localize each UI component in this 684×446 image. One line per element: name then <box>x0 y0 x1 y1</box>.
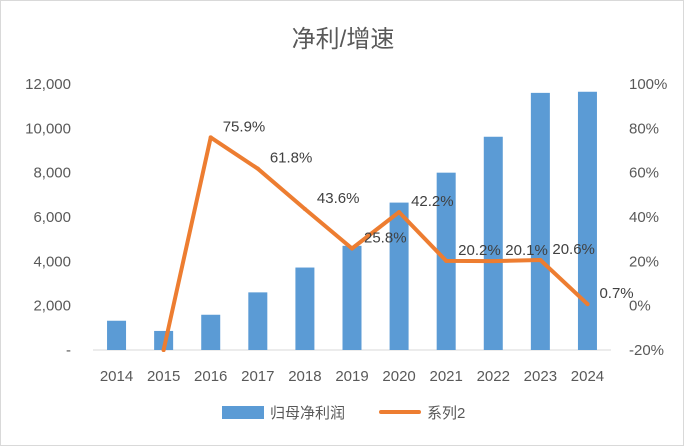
bar <box>107 320 127 350</box>
x-tick-label: 2018 <box>288 368 321 385</box>
line-point <box>585 302 590 307</box>
y-right-tick-label: 80% <box>629 120 659 137</box>
bar <box>483 136 503 350</box>
y-right-tick-label: -20% <box>629 342 664 359</box>
line-data-label: 61.8% <box>270 150 313 167</box>
line-point <box>538 258 543 263</box>
y-left-tick-label: 4,000 <box>33 253 71 270</box>
line-point <box>208 135 213 140</box>
x-tick-label: 2014 <box>100 368 133 385</box>
y-left-tick-label: 12,000 <box>25 76 71 93</box>
y-right-tick-label: 20% <box>629 253 659 270</box>
x-tick-label: 2023 <box>524 368 557 385</box>
x-tick-label: 2020 <box>382 368 415 385</box>
legend-swatch-bar <box>222 406 264 419</box>
legend: 归母净利润 系列2 <box>222 405 465 422</box>
y-right-tick-label: 60% <box>629 165 659 182</box>
y-left-tick-label: 2,000 <box>33 298 71 315</box>
line-series-path <box>161 135 590 352</box>
y-left-axis: - 2,000 4,000 6,000 8,000 10,000 12,000 <box>25 76 71 359</box>
line-data-label: 0.7% <box>599 285 633 302</box>
y-right-axis: -20% 0% 20% 40% 60% 80% 100% <box>629 76 667 359</box>
line-data-label: 75.9% <box>223 118 266 135</box>
y-left-tick-label: 10,000 <box>25 120 71 137</box>
x-tick-label: 2021 <box>429 368 462 385</box>
y-right-tick-label: 0% <box>629 298 651 315</box>
x-tick-label: 2019 <box>335 368 368 385</box>
x-axis: 2014 2015 2016 2017 2018 2019 2020 2021 2022 2023… <box>100 368 604 385</box>
line-point <box>350 246 354 251</box>
y-right-tick-label: 40% <box>629 209 659 226</box>
bar <box>342 245 362 350</box>
legend-label-line: 系列2 <box>427 405 465 422</box>
x-tick-label: 2015 <box>147 368 180 385</box>
line-data-label: 25.8% <box>364 229 407 246</box>
line-point <box>444 258 449 263</box>
line-point <box>255 166 260 171</box>
bar <box>295 267 315 350</box>
bar <box>248 292 268 350</box>
chart-title: 净利/增速 <box>292 26 395 53</box>
line-point <box>491 259 496 264</box>
bar <box>201 314 221 350</box>
y-right-tick-label: 100% <box>629 76 667 93</box>
line-data-label: 20.6% <box>552 241 595 258</box>
line-data-labels: 75.9%61.8% 43.6% 25.8% 42.2% 20.2% 20.1% 20.6%… <box>223 118 634 302</box>
legend-label-bar: 归母净利润 <box>270 405 345 422</box>
y-left-tick-label: 6,000 <box>33 209 71 226</box>
line-data-label: 43.6% <box>317 190 360 207</box>
line-data-label: 42.2% <box>411 193 454 210</box>
line-point <box>302 207 307 212</box>
x-tick-label: 2024 <box>571 368 604 385</box>
x-tick-label: 2016 <box>194 368 227 385</box>
bar <box>530 92 550 350</box>
line-point <box>397 210 402 215</box>
x-tick-label: 2017 <box>241 368 274 385</box>
line-series <box>161 135 590 352</box>
bar <box>577 91 597 350</box>
bar <box>389 202 409 350</box>
line-data-label: 20.1% <box>505 242 548 259</box>
y-left-tick-label: 8,000 <box>33 165 71 182</box>
y-left-tick-label: - <box>66 342 71 359</box>
bar-series <box>107 91 597 350</box>
x-tick-label: 2022 <box>477 368 510 385</box>
line-point <box>161 348 166 352</box>
line-data-label: 20.2% <box>458 242 501 259</box>
